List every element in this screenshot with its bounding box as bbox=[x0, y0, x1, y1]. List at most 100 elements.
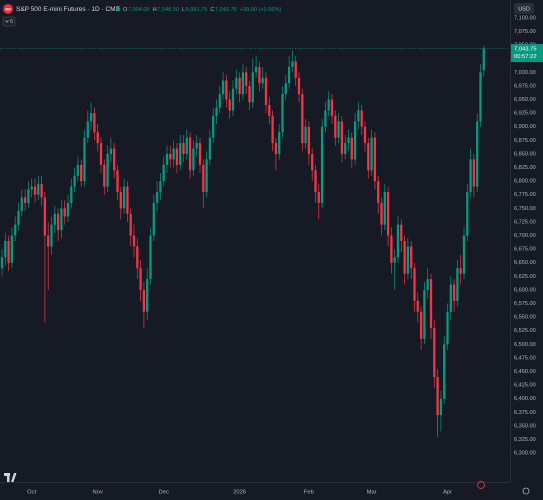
candle-body bbox=[413, 268, 416, 301]
candle-body bbox=[452, 284, 456, 301]
candle-body bbox=[215, 107, 218, 116]
candle-body bbox=[396, 224, 400, 258]
candle-body bbox=[377, 181, 380, 203]
candle-body bbox=[446, 311, 449, 345]
change-value: +39.00 (+0.56%) bbox=[240, 7, 282, 13]
y-tick-label: 6,875.00 bbox=[514, 138, 536, 144]
candle-body bbox=[188, 137, 192, 171]
candle-body bbox=[4, 241, 7, 258]
y-tick-label: 6,625.00 bbox=[514, 274, 536, 280]
candle-body bbox=[152, 202, 155, 236]
candle-body bbox=[73, 175, 76, 187]
symbol-icon bbox=[3, 4, 13, 14]
y-tick-label: 6,500.00 bbox=[514, 342, 536, 348]
ohlc-key: L bbox=[182, 7, 185, 13]
candle-body bbox=[360, 110, 363, 127]
candle-body bbox=[439, 398, 443, 416]
symbol-title[interactable]: S&P 500 E-mini Futures · 1D · CME bbox=[16, 6, 121, 13]
settings-icon[interactable] bbox=[522, 487, 530, 495]
candle-body bbox=[268, 104, 271, 116]
candle-body bbox=[169, 153, 172, 160]
candle-body bbox=[113, 148, 116, 171]
candle-body bbox=[60, 208, 63, 231]
candle-body bbox=[462, 235, 466, 274]
candle-body bbox=[248, 85, 251, 103]
candle-body bbox=[314, 170, 317, 193]
indicator-count: 6 bbox=[10, 19, 13, 25]
chevron-icon bbox=[5, 20, 9, 23]
candle-body bbox=[344, 143, 347, 154]
candle-body bbox=[99, 143, 103, 165]
candle-body bbox=[218, 94, 221, 108]
candle-body bbox=[390, 235, 393, 263]
candle-body bbox=[136, 246, 139, 269]
candle-body bbox=[261, 77, 264, 84]
candle-body bbox=[231, 88, 235, 111]
y-tick-label: 6,300.00 bbox=[514, 451, 536, 457]
candle-body bbox=[350, 137, 353, 160]
y-tick-label: 6,425.00 bbox=[514, 383, 536, 389]
candle-body bbox=[179, 143, 182, 165]
candle-body bbox=[363, 126, 367, 144]
last-price-tag bbox=[511, 44, 543, 63]
candle-body bbox=[297, 77, 301, 95]
alert-icon[interactable] bbox=[477, 481, 485, 489]
candle-body bbox=[330, 99, 334, 116]
logo-shape bbox=[4, 473, 17, 482]
candle-body bbox=[192, 148, 195, 171]
candle-body bbox=[93, 113, 96, 133]
candle-body bbox=[10, 235, 14, 263]
candle-body bbox=[235, 77, 238, 89]
candle-body bbox=[291, 61, 294, 67]
y-tick-label: 6,750.00 bbox=[514, 206, 536, 212]
candle-body bbox=[386, 192, 390, 236]
y-tick-label: 6,600.00 bbox=[514, 287, 536, 293]
y-tick-label: 6,650.00 bbox=[514, 260, 536, 266]
candle-body bbox=[373, 137, 377, 182]
plot-area bbox=[0, 45, 510, 437]
candle-body bbox=[383, 192, 386, 225]
candle-body bbox=[334, 115, 337, 138]
candle-body bbox=[466, 192, 469, 236]
candle-body bbox=[245, 72, 248, 86]
y-tick-label: 6,950.00 bbox=[514, 97, 536, 103]
y-tick-label: 6,900.00 bbox=[514, 124, 536, 130]
candle-body bbox=[139, 268, 142, 290]
candle-body bbox=[56, 213, 60, 231]
candle-body bbox=[238, 77, 241, 95]
countdown-label: 00:57:22 bbox=[514, 54, 537, 60]
candle-body bbox=[23, 197, 27, 203]
candle-body bbox=[416, 300, 419, 312]
candle-body bbox=[324, 110, 327, 127]
candle-body bbox=[162, 164, 165, 182]
candle-body bbox=[155, 192, 159, 203]
y-tick-label: 7,000.00 bbox=[514, 70, 536, 76]
candle-body bbox=[436, 377, 439, 416]
y-tick-label: 6,350.00 bbox=[514, 423, 536, 429]
candle-body bbox=[278, 132, 281, 154]
y-tick-label: 6,475.00 bbox=[514, 355, 536, 361]
y-tick-label: 6,550.00 bbox=[514, 315, 536, 321]
currency-label: USD bbox=[518, 6, 530, 12]
y-tick-label: 6,700.00 bbox=[514, 233, 536, 239]
candle-body bbox=[96, 132, 99, 144]
candle-body bbox=[370, 137, 373, 171]
ohlc-key: O bbox=[123, 7, 128, 13]
candle-body bbox=[202, 164, 205, 193]
candle-body bbox=[50, 224, 53, 247]
y-tick-label: 6,825.00 bbox=[514, 165, 536, 171]
x-tick-label: Feb bbox=[304, 490, 314, 496]
candle-body bbox=[132, 235, 136, 247]
candle-body bbox=[172, 148, 175, 160]
candle-body bbox=[317, 192, 320, 203]
indicator-toggle[interactable] bbox=[2, 16, 16, 27]
candle-body bbox=[159, 181, 162, 193]
y-tick-label: 6,325.00 bbox=[514, 437, 536, 443]
candle-body bbox=[83, 137, 86, 182]
currency-button[interactable] bbox=[514, 3, 534, 14]
candle-body bbox=[403, 241, 406, 274]
candle-body bbox=[225, 80, 228, 100]
candle-body bbox=[109, 148, 113, 154]
candle-body bbox=[254, 66, 258, 73]
candle-body bbox=[146, 279, 149, 312]
